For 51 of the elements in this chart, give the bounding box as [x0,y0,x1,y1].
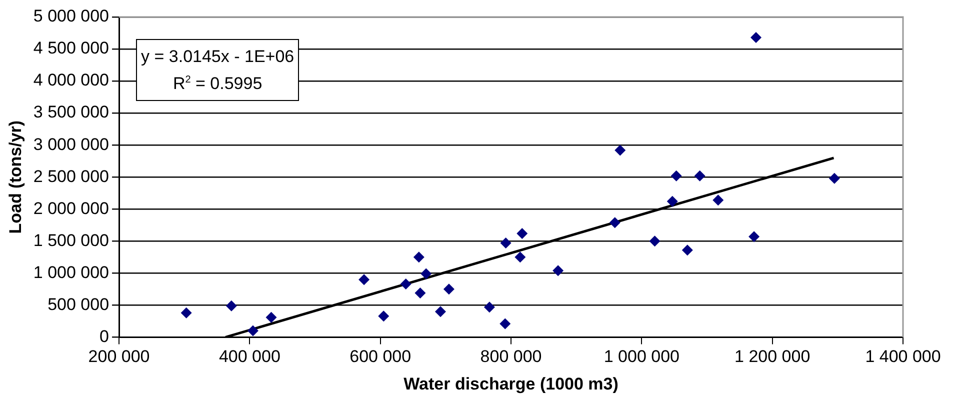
point [180,307,192,318]
point [712,194,724,206]
x-tick-label: 1 200 000 [734,347,810,366]
point [400,278,412,290]
y-tick-label: 4 500 000 [33,38,110,58]
point [666,196,678,207]
point [358,274,370,286]
annotation: R$^{2}$ = 0.5995 [172,74,262,93]
point [226,300,237,312]
point [649,236,660,247]
point [420,268,432,280]
point [609,217,620,228]
point [670,170,682,182]
point [694,170,706,182]
point [514,252,526,263]
point [500,238,512,249]
y-tick-label: 4 000 000 [33,70,110,90]
point [378,310,390,322]
x-tick-label: 600 000 [350,347,412,366]
y-tick-label: 0 [100,326,110,346]
point [750,32,762,43]
point [413,252,424,263]
point [748,231,760,242]
y-tick-label: 2 500 000 [33,166,110,186]
y-tick-label: 3 500 000 [33,102,110,122]
point [443,284,454,295]
y-tick-label: 3 000 000 [33,134,110,154]
x-tick-label: 200 000 [88,347,150,366]
point [247,325,258,336]
point [516,228,528,239]
point [552,265,564,276]
x-tick-label: 800 000 [480,347,542,366]
x-tick-label: 1 400 000 [865,347,941,366]
point [682,244,693,256]
point [434,306,446,318]
annotation: y = 3.0145x - 1E+06 [141,47,294,66]
y-tick-label: 1 000 000 [33,262,110,282]
y-tick-label: 1 500 000 [33,230,110,250]
point [614,144,626,156]
y-axis-title: Load (tons/yr) [6,120,25,234]
point [500,318,511,330]
x-axis-title: Water discharge (1000 m3) [404,374,618,394]
y-tick-label: 2 000 000 [33,198,110,218]
point [414,288,426,299]
x-tick-label: 1 000 000 [604,347,680,366]
point [266,312,277,323]
y-tick-label: 500 000 [48,294,110,314]
point [484,302,495,313]
x-tick-label: 400 000 [218,347,280,366]
y-tick-label: 5 000 000 [33,6,110,26]
point [828,172,840,184]
